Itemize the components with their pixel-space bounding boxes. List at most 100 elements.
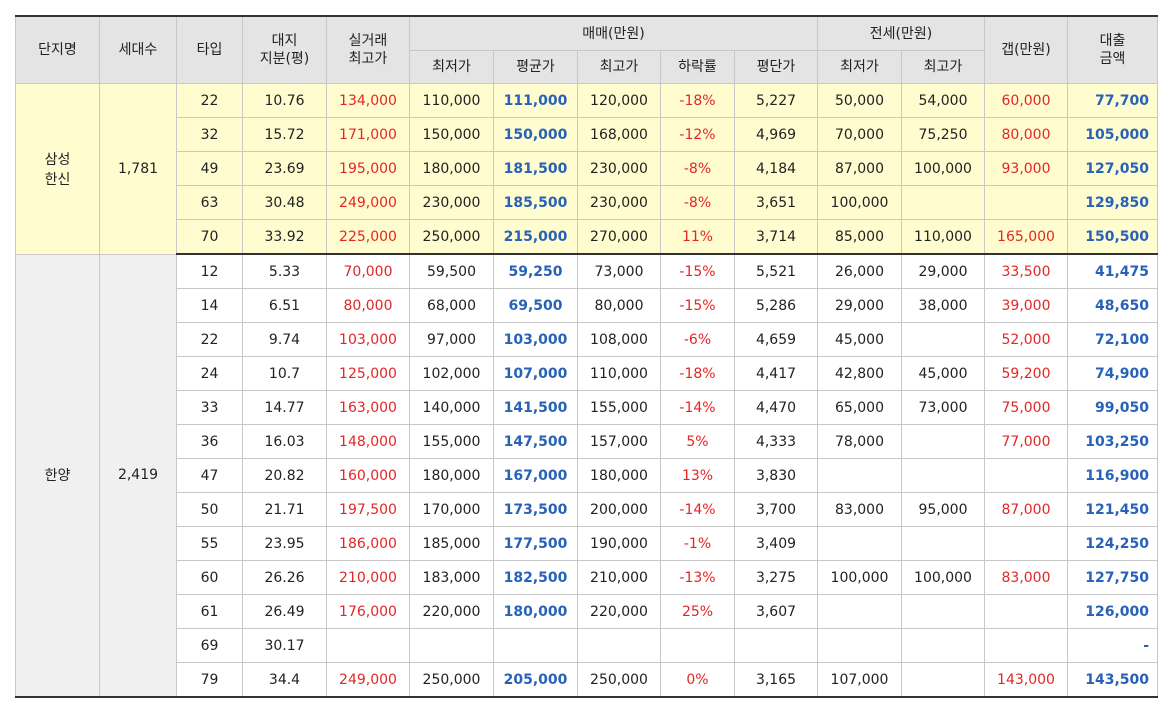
sale-avg-cell: 182,500 [493, 560, 578, 595]
sale-min-cell: 220,000 [409, 594, 494, 629]
gap-cell: 83,000 [984, 560, 1068, 595]
sale-min-cell: 170,000 [409, 492, 494, 527]
table-row: 49 23.69 195,000 180,000 181,500 230,000 -8% 4,… [16, 151, 1158, 186]
jeonse-min-cell: 78,000 [817, 424, 902, 459]
type-cell: 36 [176, 424, 243, 459]
table-body: 삼성 한신 1,781 22 10.76 134,000 110,000 111,000 120… [15, 83, 1158, 698]
sale-pyeong-cell: 4,969 [734, 117, 818, 152]
table-row: 50 21.71 197,500 170,000 173,500 200,000 -14% 3… [16, 492, 1158, 527]
sale-drop-cell: -18% [660, 356, 735, 391]
sale-max-cell: 190,000 [577, 526, 661, 561]
actual-max-cell: 70,000 [326, 253, 410, 289]
actual-max-cell: 163,000 [326, 390, 410, 425]
sale-min-cell: 68,000 [409, 288, 494, 323]
jeonse-min-cell [817, 458, 902, 493]
land-share-cell: 20.82 [242, 458, 327, 493]
sale-drop-cell: 11% [660, 219, 735, 255]
sale-drop-cell: -1% [660, 526, 735, 561]
sale-pyeong-cell: 5,521 [734, 253, 818, 289]
gap-cell: 80,000 [984, 117, 1068, 152]
sale-drop-cell: -8% [660, 185, 735, 220]
jeonse-max-cell: 100,000 [901, 151, 985, 186]
sale-avg-cell: 181,500 [493, 151, 578, 186]
table-header: 단지명 세대수 타입 대지 지분(평) 실거래 최고가 매매(만원) 전세(만원… [15, 15, 1158, 84]
type-cell: 14 [176, 288, 243, 323]
header-type: 타입 [176, 15, 243, 84]
loan-cell: 121,450 [1067, 492, 1158, 527]
gap-cell: 60,000 [984, 83, 1068, 118]
sale-avg-cell: 180,000 [493, 594, 578, 629]
type-cell: 61 [176, 594, 243, 629]
sale-max-cell: 270,000 [577, 219, 661, 255]
table-row: 삼성 한신 1,781 22 10.76 134,000 110,000 111,000 120… [15, 83, 1158, 255]
header-loan-line1: 대출 [1099, 33, 1126, 49]
type-cell: 60 [176, 560, 243, 595]
sale-pyeong-cell: 4,333 [734, 424, 818, 459]
sale-max-cell: 108,000 [577, 322, 661, 357]
sale-drop-cell: -18% [660, 83, 735, 118]
sale-min-cell: 180,000 [409, 458, 494, 493]
sale-max-cell: 230,000 [577, 185, 661, 220]
sale-max-cell: 157,000 [577, 424, 661, 459]
header-actual-max: 실거래 최고가 [326, 15, 410, 84]
jeonse-max-cell: 29,000 [901, 253, 985, 289]
jeonse-min-cell: 26,000 [817, 253, 902, 289]
land-share-cell: 15.72 [242, 117, 327, 152]
actual-max-cell: 125,000 [326, 356, 410, 391]
actual-max-cell: 171,000 [326, 117, 410, 152]
sale-min-cell: 102,000 [409, 356, 494, 391]
header-households: 세대수 [99, 15, 177, 84]
gap-cell: 39,000 [984, 288, 1068, 323]
jeonse-max-cell: 73,000 [901, 390, 985, 425]
jeonse-min-cell: 29,000 [817, 288, 902, 323]
type-cell: 70 [176, 219, 243, 255]
jeonse-min-cell: 65,000 [817, 390, 902, 425]
land-share-cell: 14.77 [242, 390, 327, 425]
actual-max-cell: 210,000 [326, 560, 410, 595]
type-cell: 50 [176, 492, 243, 527]
sale-max-cell: 110,000 [577, 356, 661, 391]
sale-avg-cell: 103,000 [493, 322, 578, 357]
sale-pyeong-cell: 3,165 [734, 662, 818, 698]
land-share-cell: 34.4 [242, 662, 327, 698]
sale-min-cell: 97,000 [409, 322, 494, 357]
gap-cell [984, 628, 1068, 663]
sale-avg-cell [493, 628, 578, 663]
header-loan: 대출 금액 [1067, 15, 1158, 84]
sale-pyeong-cell: 4,659 [734, 322, 818, 357]
gap-cell: 33,500 [984, 253, 1068, 289]
table-row: 69 30.17 - [16, 628, 1158, 663]
sale-drop-cell: 5% [660, 424, 735, 459]
type-cell: 24 [176, 356, 243, 391]
sale-avg-cell: 167,000 [493, 458, 578, 493]
sale-pyeong-cell: 4,184 [734, 151, 818, 186]
sale-pyeong-cell: 5,286 [734, 288, 818, 323]
sale-max-cell: 250,000 [577, 662, 661, 698]
gap-cell [984, 594, 1068, 629]
type-cell: 79 [176, 662, 243, 698]
sale-pyeong-cell: 5,227 [734, 83, 818, 118]
actual-max-cell: 195,000 [326, 151, 410, 186]
complex-name-line1: 삼성 [44, 151, 71, 168]
sale-drop-cell [660, 628, 735, 663]
complex-name-line2: 한신 [44, 171, 71, 188]
sale-pyeong-cell: 3,651 [734, 185, 818, 220]
header-complex: 단지명 [15, 15, 100, 84]
sale-avg-cell: 173,500 [493, 492, 578, 527]
actual-max-cell: 197,500 [326, 492, 410, 527]
sale-pyeong-cell [734, 628, 818, 663]
sale-avg-cell: 69,500 [493, 288, 578, 323]
sale-drop-cell: 13% [660, 458, 735, 493]
jeonse-min-cell [817, 594, 902, 629]
table-row: 47 20.82 160,000 180,000 167,000 180,000 13% 3,… [16, 458, 1158, 493]
sale-pyeong-cell: 3,607 [734, 594, 818, 629]
jeonse-min-cell: 107,000 [817, 662, 902, 698]
table-row: 33 14.77 163,000 140,000 141,500 155,000 -14% 4… [16, 390, 1158, 425]
header-sale-group: 매매(만원) [409, 15, 818, 51]
sale-avg-cell: 185,500 [493, 185, 578, 220]
jeonse-max-cell: 95,000 [901, 492, 985, 527]
loan-cell: 41,475 [1067, 253, 1158, 289]
table-row: 한양 2,419 12 5.33 70,000 59,500 59,250 73,000 -15… [15, 253, 1158, 698]
jeonse-min-cell: 100,000 [817, 560, 902, 595]
type-cell: 33 [176, 390, 243, 425]
